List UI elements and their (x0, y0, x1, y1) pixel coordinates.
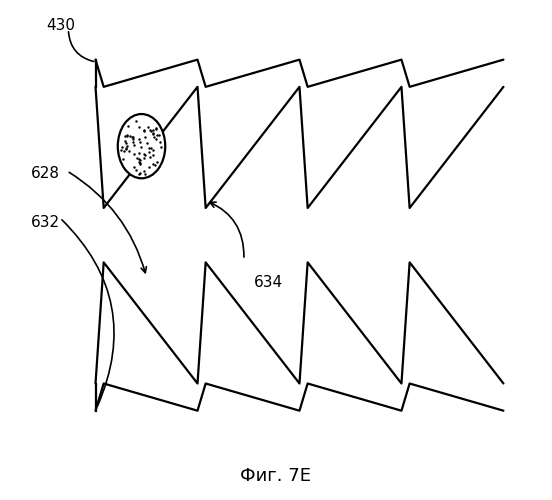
Text: 430: 430 (46, 18, 75, 32)
Text: 628: 628 (31, 166, 60, 181)
Text: 634: 634 (254, 274, 283, 289)
Text: Фиг. 7E: Фиг. 7E (241, 467, 311, 485)
Ellipse shape (118, 114, 165, 178)
Text: 632: 632 (31, 216, 60, 230)
